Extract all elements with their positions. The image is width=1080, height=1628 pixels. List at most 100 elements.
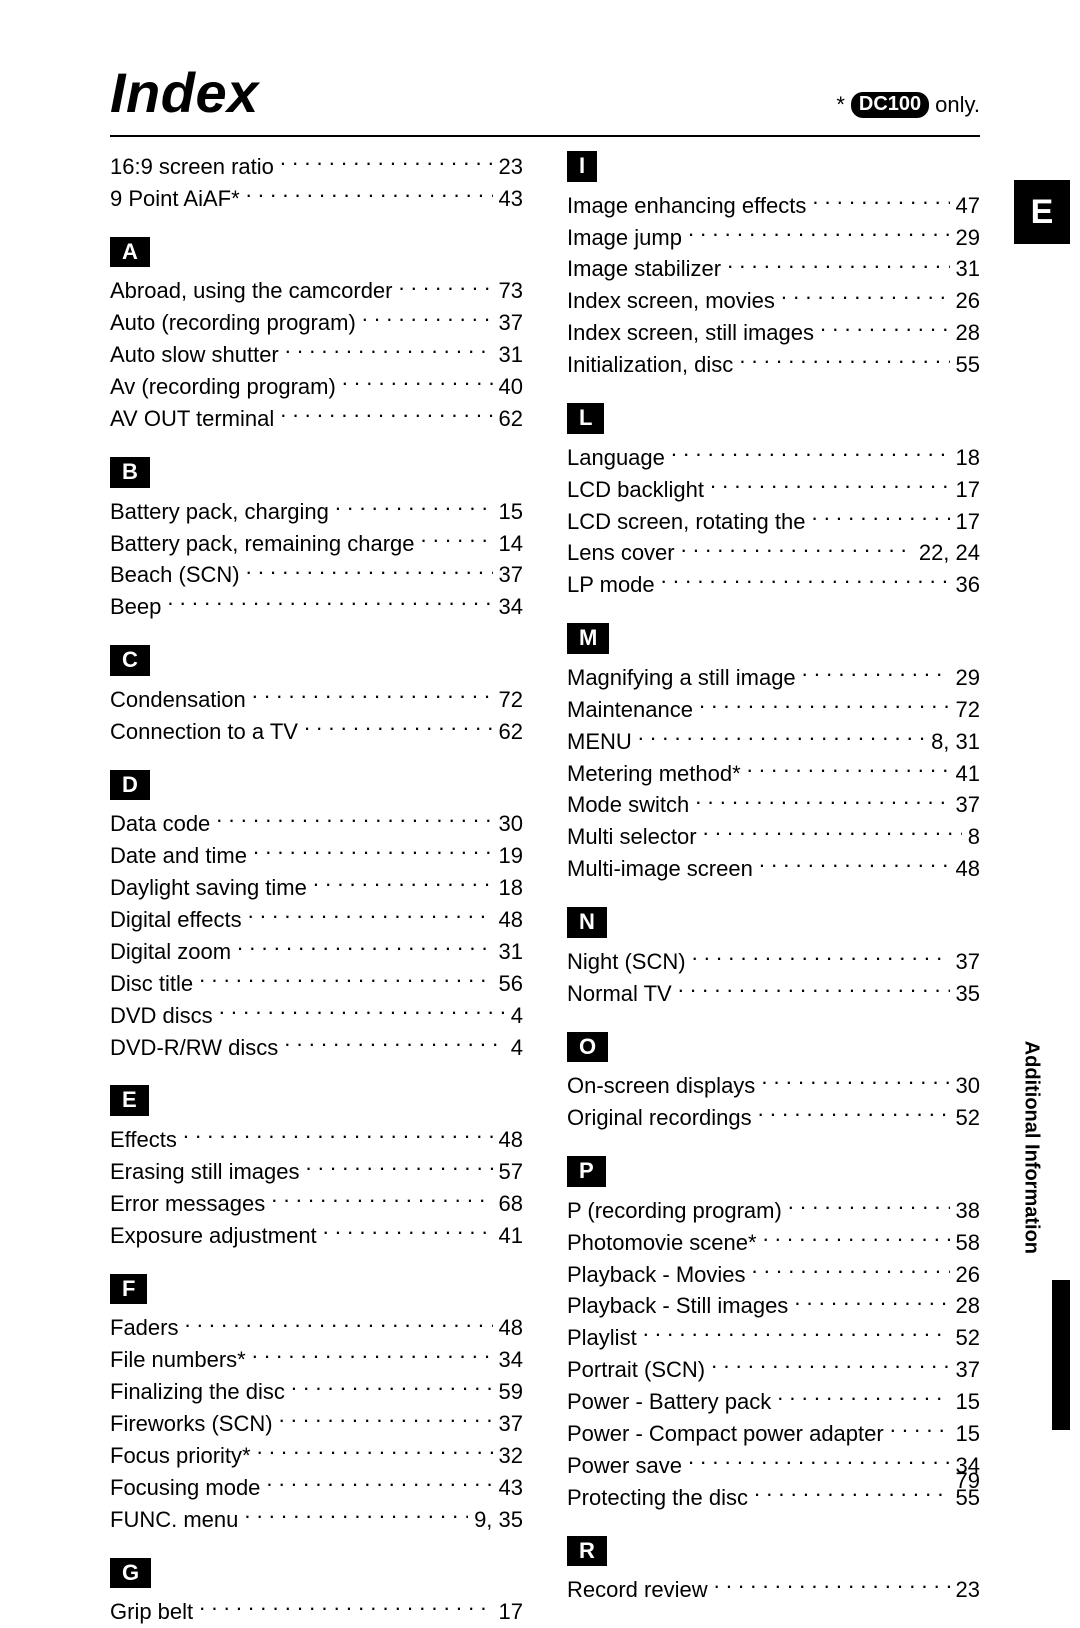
index-entry-label: Original recordings <box>567 1102 752 1134</box>
index-entry: DVD discs4 <box>110 1000 523 1032</box>
leader-dots <box>280 152 493 174</box>
index-entry-page: 17 <box>956 474 980 506</box>
leader-dots <box>199 969 492 991</box>
index-entry: Digital zoom31 <box>110 936 523 968</box>
leader-dots <box>761 1071 949 1093</box>
leader-dots <box>688 1451 950 1473</box>
index-entry-label: Lens cover <box>567 537 675 569</box>
index-entry: Focusing mode43 <box>110 1472 523 1504</box>
index-entry: Erasing still images57 <box>110 1156 523 1188</box>
index-entry: Playback - Movies26 <box>567 1259 980 1291</box>
note-suffix: only. <box>935 92 980 118</box>
index-entry-label: Error messages <box>110 1188 265 1220</box>
index-entry-page: 34 <box>499 1344 523 1376</box>
index-entry: Magnifying a still image29 <box>567 662 980 694</box>
index-entry: Image jump29 <box>567 222 980 254</box>
index-entry-label: 16:9 screen ratio <box>110 151 274 183</box>
leader-dots <box>688 223 950 245</box>
index-entry-label: Playback - Movies <box>567 1259 746 1291</box>
index-entry-page: 62 <box>499 716 523 748</box>
index-entry-page: 72 <box>499 684 523 716</box>
leader-dots <box>323 1221 493 1243</box>
index-entry: Av (recording program)40 <box>110 371 523 403</box>
section-letter-badge: M <box>567 623 609 654</box>
index-entry-page: 31 <box>499 339 523 371</box>
index-entry-label: MENU <box>567 726 632 758</box>
index-entry-page: 73 <box>499 275 523 307</box>
index-entry-label: FUNC. menu <box>110 1504 238 1536</box>
leader-dots <box>291 1377 493 1399</box>
leader-dots <box>812 191 949 213</box>
leader-dots <box>184 1313 492 1335</box>
index-entry-label: Night (SCN) <box>567 946 686 978</box>
index-entry: Condensation72 <box>110 684 523 716</box>
index-entry-page: 8 <box>968 821 980 853</box>
index-entry: Playback - Still images28 <box>567 1290 980 1322</box>
index-entry: Portrait (SCN)37 <box>567 1354 980 1386</box>
side-tab-label: E <box>1031 193 1054 232</box>
leader-dots <box>638 727 925 749</box>
section-letter-badge: N <box>567 907 607 938</box>
columns: 16:9 screen ratio239 Point AiAF*43AAbroa… <box>110 151 980 1628</box>
index-entry: Original recordings52 <box>567 1102 980 1134</box>
leader-dots <box>335 497 493 519</box>
index-entry-label: Power - Battery pack <box>567 1386 771 1418</box>
index-entry-page: 18 <box>499 872 523 904</box>
index-entry: Image stabilizer31 <box>567 253 980 285</box>
index-entry-page: 37 <box>956 946 980 978</box>
index-entry-label: Focus priority* <box>110 1440 251 1472</box>
leader-dots <box>199 1597 492 1619</box>
index-entries-group: Image enhancing effects47Image jump29Ima… <box>567 190 980 381</box>
index-entry: Photomovie scene*58 <box>567 1227 980 1259</box>
index-entry-label: AV OUT terminal <box>110 403 274 435</box>
leader-dots <box>246 560 493 582</box>
leader-dots <box>820 318 950 340</box>
header-note: * DC100 only. <box>836 92 980 118</box>
leader-dots <box>802 663 950 685</box>
index-entry-page: 68 <box>499 1188 523 1220</box>
index-entry-page: 31 <box>499 936 523 968</box>
index-entry: Finalizing the disc59 <box>110 1376 523 1408</box>
leader-dots <box>703 822 962 844</box>
index-entry: Beep34 <box>110 591 523 623</box>
index-entry: Abroad, using the camcorder73 <box>110 275 523 307</box>
index-entry: Exposure adjustment 41 <box>110 1220 523 1252</box>
index-entry-label: LCD backlight <box>567 474 704 506</box>
index-entry-label: DVD-R/RW discs <box>110 1032 278 1064</box>
index-entry-label: Multi-image screen <box>567 853 753 885</box>
index-entry-page: 29 <box>956 662 980 694</box>
leader-dots <box>244 1505 468 1527</box>
index-entry-label: Photomovie scene* <box>567 1227 757 1259</box>
leader-dots <box>727 254 949 276</box>
index-entry: 16:9 screen ratio23 <box>110 151 523 183</box>
index-entry-page: 56 <box>499 968 523 1000</box>
index-entry-label: Faders <box>110 1312 178 1344</box>
index-entry-page: 48 <box>956 853 980 885</box>
leader-dots <box>285 340 493 362</box>
leader-dots <box>266 1473 492 1495</box>
index-entry: LCD screen, rotating the17 <box>567 506 980 538</box>
leader-dots <box>342 372 493 394</box>
index-entry: Effects48 <box>110 1124 523 1156</box>
leader-dots <box>421 529 493 551</box>
index-entries-group: Data code30Date and time19Daylight savin… <box>110 808 523 1063</box>
index-entry-page: 48 <box>499 1124 523 1156</box>
index-entry-page: 37 <box>499 1408 523 1440</box>
index-entry: Auto (recording program)37 <box>110 307 523 339</box>
leader-dots <box>699 695 950 717</box>
header-row: Index * DC100 only. <box>110 60 980 125</box>
index-entries-group: On-screen displays30Original recordings5… <box>567 1070 980 1134</box>
leader-dots <box>279 1409 493 1431</box>
index-entry-label: Exposure adjustment <box>110 1220 317 1252</box>
index-entries-group: Record review23 <box>567 1574 980 1606</box>
leader-dots <box>284 1033 504 1055</box>
index-entry-page: 55 <box>956 349 980 381</box>
index-entry-page: 37 <box>499 559 523 591</box>
leader-dots <box>399 276 493 298</box>
index-entry: Image enhancing effects47 <box>567 190 980 222</box>
index-entry-page: 41 <box>499 1220 523 1252</box>
index-entry: Connection to a TV62 <box>110 716 523 748</box>
leader-dots <box>781 286 950 308</box>
leader-dots <box>252 685 493 707</box>
index-entry-label: Language <box>567 442 665 474</box>
